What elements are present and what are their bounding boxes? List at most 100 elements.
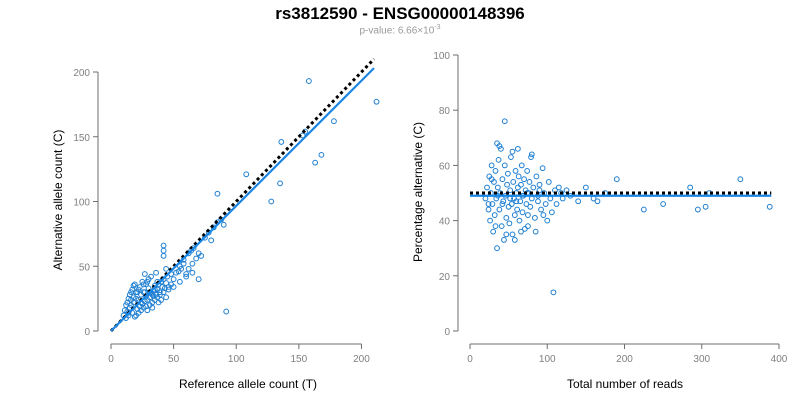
right-xlabel: Total number of reads	[567, 377, 683, 391]
left-data-point	[128, 297, 134, 303]
right-data-point	[687, 184, 694, 191]
left-x-tick-label: 100	[228, 354, 245, 365]
right-data-point	[613, 176, 620, 183]
right-y-tick-label: 100	[433, 51, 450, 62]
left-data-point	[160, 289, 167, 296]
left-data-point	[124, 299, 131, 306]
left-y-tick-label: 0	[84, 327, 90, 338]
left-data-point	[223, 308, 230, 315]
right-data-point	[550, 289, 557, 296]
right-data-point	[694, 206, 701, 213]
right-data-point	[504, 181, 510, 188]
right-data-point	[504, 170, 511, 177]
left-data-point	[148, 273, 154, 280]
left-ylabel: Alternative allele count (C)	[51, 130, 65, 271]
right-x-tick-label: 200	[616, 354, 633, 365]
right-data-point	[495, 156, 502, 163]
right-data-point	[492, 223, 499, 230]
left-data-point	[318, 151, 325, 158]
pvalue-label: p-value: 6.66×10	[359, 25, 435, 37]
left-data-point	[121, 307, 128, 314]
right-data-point	[521, 176, 527, 183]
right-data-point	[548, 209, 555, 216]
right-data-point	[582, 184, 589, 191]
right-data-point	[594, 198, 601, 205]
left-data-point	[149, 291, 156, 298]
right-data-point	[519, 209, 526, 216]
right-data-point	[501, 118, 508, 125]
right-points	[482, 118, 773, 296]
right-data-point	[485, 201, 492, 207]
right-y-tick-label: 0	[444, 327, 450, 338]
right-data-point	[525, 223, 531, 230]
left-data-point	[163, 265, 170, 272]
left-data-point	[208, 237, 215, 244]
left-data-point	[176, 278, 183, 285]
left-axes: 0 50 100 150 200 0 50 100 150 200	[73, 68, 370, 365]
right-data-point	[511, 237, 518, 243]
left-lines	[109, 58, 376, 333]
pvalue-exponent: -3	[434, 24, 441, 31]
left-data-point	[165, 286, 172, 293]
left-data-point	[143, 293, 149, 299]
left-data-point	[160, 242, 167, 249]
right-data-point	[501, 162, 508, 169]
right-data-point	[640, 206, 647, 213]
left-data-point	[129, 286, 136, 293]
left-data-point	[243, 171, 250, 178]
right-x-tick-label: 400	[771, 354, 788, 365]
right-data-point	[540, 212, 547, 218]
right-y-tick-label: 20	[439, 272, 451, 283]
right-data-point	[539, 165, 546, 172]
left-data-point	[131, 281, 138, 288]
right-data-point	[494, 245, 500, 252]
right-data-point	[526, 179, 533, 185]
left-x-tick-label: 50	[168, 354, 180, 365]
left-data-point	[189, 260, 196, 267]
right-data-point	[514, 206, 521, 213]
right-data-point	[488, 162, 495, 169]
right-data-point	[515, 173, 522, 180]
left-data-point	[195, 276, 202, 283]
left-data-point	[175, 268, 182, 275]
right-data-point	[506, 220, 513, 227]
right-data-point	[553, 201, 560, 207]
right-y-tick-label: 60	[439, 161, 451, 172]
right-data-point	[536, 181, 543, 188]
left-data-point	[144, 278, 151, 285]
left-data-point	[312, 159, 319, 166]
left-data-point	[130, 282, 137, 289]
left-data-point	[144, 307, 151, 314]
right-data-point	[487, 217, 493, 224]
right-data-point	[484, 184, 490, 191]
left-data-point	[153, 269, 159, 276]
left-data-point	[140, 281, 147, 288]
right-data-point	[766, 203, 773, 210]
left-data-point	[183, 271, 190, 277]
right-data-point	[527, 203, 534, 210]
left-data-point	[220, 221, 227, 228]
left-data-point	[170, 276, 177, 283]
right-data-point	[496, 206, 503, 213]
left-data-point	[180, 260, 187, 267]
right-data-point	[544, 217, 551, 224]
left-data-point	[183, 273, 190, 280]
left-data-point	[193, 255, 200, 262]
left-data-point	[198, 252, 205, 259]
left-data-point	[163, 280, 170, 286]
right-data-point	[505, 203, 512, 210]
right-data-point	[533, 173, 540, 180]
right-data-point	[512, 168, 519, 174]
right-data-point	[492, 168, 499, 174]
right-data-point	[545, 179, 552, 185]
right-data-point	[508, 154, 514, 161]
right-data-point	[523, 201, 530, 207]
right-data-point	[528, 154, 534, 161]
right-data-point	[511, 212, 518, 218]
right-data-point	[528, 151, 535, 158]
right-data-point	[507, 187, 514, 194]
left-data-point	[158, 297, 164, 303]
left-data-point	[189, 269, 196, 276]
